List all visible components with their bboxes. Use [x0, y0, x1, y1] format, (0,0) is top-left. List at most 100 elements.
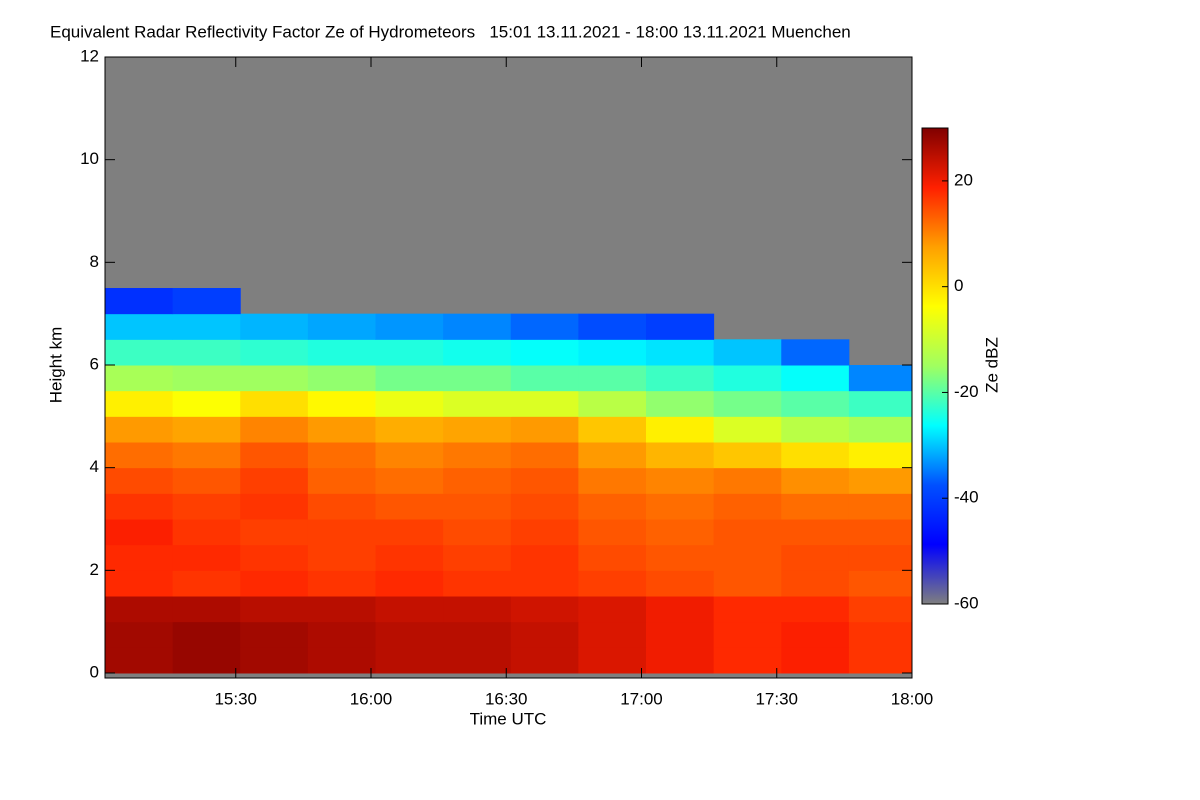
heatmap-cell [713, 467, 782, 494]
heatmap-cell [510, 365, 579, 392]
heatmap-cell [848, 390, 912, 417]
heatmap-cell [240, 442, 309, 469]
heatmap-cell [105, 390, 174, 417]
heatmap-cell [105, 416, 174, 443]
y-tick-label: 0 [90, 662, 99, 681]
heatmap-cell [713, 570, 782, 597]
colorbar-label: Ze dBZ [982, 337, 1001, 393]
x-tick-label: 18:00 [891, 689, 934, 708]
heatmap-cell [848, 442, 912, 469]
heatmap-cell [578, 365, 647, 392]
heatmap-cell [240, 390, 309, 417]
heatmap-cell [848, 365, 912, 392]
heatmap-cell [443, 467, 512, 494]
heatmap-cell [307, 313, 377, 340]
heatmap-cell [172, 621, 241, 648]
heatmap-cell [578, 596, 647, 623]
heatmap-cell [578, 313, 647, 340]
heatmap-cell [375, 416, 444, 443]
heatmap-cell [781, 442, 850, 469]
heatmap-cell [240, 621, 309, 648]
heatmap-cell [510, 544, 579, 571]
heatmap-cell [307, 442, 377, 469]
heatmap-cell [713, 339, 782, 366]
heatmap-cell [646, 493, 715, 520]
heatmap-cell [375, 313, 444, 340]
heatmap-cell [105, 313, 174, 340]
heatmap-cell [105, 339, 174, 366]
heatmap-cell [510, 570, 579, 597]
heatmap-cell [713, 416, 782, 443]
heatmap-cell [240, 596, 309, 623]
heatmap-cell [172, 288, 241, 315]
heatmap-cell [240, 467, 309, 494]
heatmap-cell [713, 519, 782, 546]
heatmap-cell [781, 390, 850, 417]
heatmap-cell [105, 519, 174, 546]
heatmap-cell [510, 339, 579, 366]
heatmap-cell [781, 416, 850, 443]
heatmap-cell [510, 442, 579, 469]
heatmap-cell [443, 442, 512, 469]
heatmap-cell [105, 467, 174, 494]
heatmap-cell [578, 647, 647, 674]
y-tick-label: 10 [80, 149, 99, 168]
heatmap-cell [713, 596, 782, 623]
plot-frame [104, 56, 913, 679]
heatmap-cell [375, 621, 444, 648]
heatmap-cell [240, 647, 309, 674]
heatmap-cell [172, 390, 241, 417]
heatmap-cell [713, 390, 782, 417]
heatmap-cell [578, 467, 647, 494]
heatmap-cell [375, 339, 444, 366]
heatmap-cell [443, 416, 512, 443]
heatmap-cell [848, 519, 912, 546]
heatmap-cell [105, 596, 174, 623]
heatmap-cell [443, 493, 512, 520]
heatmap-cell [172, 365, 241, 392]
heatmap-cell [307, 596, 377, 623]
heatmap-cell [781, 596, 850, 623]
heatmap-cell [105, 288, 174, 315]
heatmap-cell [105, 442, 174, 469]
y-tick-label: 2 [90, 560, 99, 579]
heatmap-cell [105, 647, 174, 674]
heatmap-cell [443, 339, 512, 366]
heatmap-cell [172, 467, 241, 494]
heatmap-cell [646, 467, 715, 494]
heatmap-cell [578, 442, 647, 469]
heatmap-cell [781, 339, 850, 366]
heatmap-cell [443, 313, 512, 340]
heatmap-cell [510, 493, 579, 520]
heatmap-cell [781, 519, 850, 546]
chart-title: Equivalent Radar Reflectivity Factor Ze … [50, 22, 851, 41]
heatmap-cell [646, 621, 715, 648]
heatmap-cell [240, 544, 309, 571]
heatmap-cell [848, 647, 912, 674]
heatmap-cell [510, 621, 579, 648]
heatmap-cell [578, 493, 647, 520]
heatmap-cell [375, 519, 444, 546]
heatmap-cell [713, 544, 782, 571]
heatmap-cell [443, 544, 512, 571]
heatmap-cell [646, 544, 715, 571]
heatmap-cell [172, 647, 241, 674]
y-tick-label: 6 [90, 354, 99, 373]
x-tick-label: 15:30 [214, 689, 257, 708]
colorbar [921, 127, 949, 605]
heatmap-cell [713, 442, 782, 469]
heatmap-cell [781, 467, 850, 494]
heatmap-cell [240, 493, 309, 520]
heatmap-cell [172, 442, 241, 469]
heatmap-cell [646, 416, 715, 443]
heatmap-cell [172, 596, 241, 623]
heatmap-cell [240, 570, 309, 597]
heatmap-cell [172, 339, 241, 366]
heatmap-cell [307, 570, 377, 597]
heatmap-cell [172, 544, 241, 571]
heatmap-cell [307, 519, 377, 546]
heatmap-cell [510, 416, 579, 443]
heatmap-cell [578, 390, 647, 417]
heatmap-cell [510, 596, 579, 623]
y-tick-label: 4 [90, 457, 99, 476]
